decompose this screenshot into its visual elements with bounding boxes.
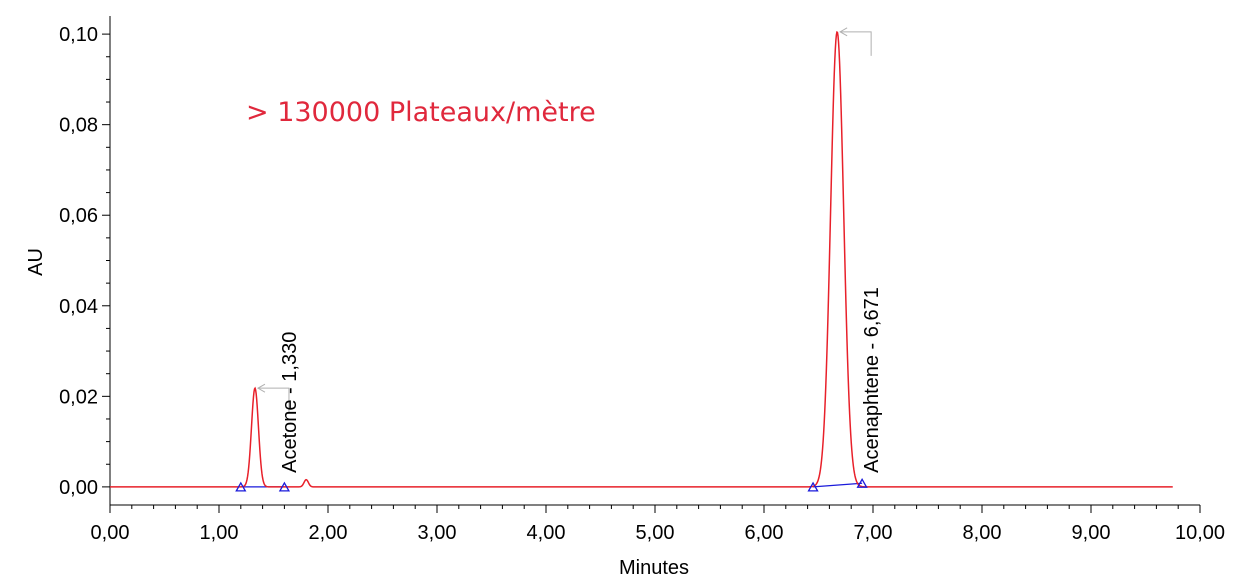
integration-baseline — [813, 482, 863, 488]
peak-leader-line — [840, 31, 872, 56]
x-tick-label: 1,00 — [200, 522, 239, 544]
x-tick-label: 6,00 — [745, 522, 784, 544]
integration-marker — [807, 481, 819, 492]
x-axis-title: Minutes — [619, 557, 689, 579]
plate-count-annotation: > 130000 Plateaux/mètre — [246, 97, 596, 128]
peak-leader-line — [257, 387, 290, 413]
x-tick-label: 9,00 — [1072, 522, 1111, 544]
peak-label: Acenaphtene - 6,671 — [861, 287, 883, 473]
y-tick-label: 0,00 — [59, 477, 98, 499]
y-tick-label: 0,02 — [59, 386, 98, 408]
y-axis-title: AU — [25, 248, 47, 276]
x-tick-label: 8,00 — [963, 522, 1002, 544]
y-tick-label: 0,10 — [59, 24, 98, 46]
integration-marker — [856, 477, 868, 488]
chart-axes — [109, 16, 1200, 506]
y-axis-ticks: 0,00 0,02 0,04 0,06 0,08 0,10 — [59, 24, 110, 499]
integration-marker — [278, 481, 291, 492]
x-tick-label: 5,00 — [636, 522, 675, 544]
x-tick-label: 10,00 — [1175, 522, 1225, 544]
y-tick-label: 0,06 — [59, 205, 98, 227]
x-tick-label: 0,00 — [91, 522, 130, 544]
integration-markers — [235, 477, 868, 492]
x-tick-label: 3,00 — [418, 522, 457, 544]
x-tick-label: 4,00 — [527, 522, 566, 544]
peak-labels: Acetone - 1,330 Acenaphtene - 6,671 — [256, 27, 883, 473]
y-tick-label: 0,04 — [59, 296, 98, 318]
x-axis-ticks: 0,00 1,00 2,00 3,00 4,00 5,00 6,00 7,00 8,00 9,00… — [91, 505, 1225, 544]
y-tick-label: 0,08 — [59, 115, 98, 137]
x-tick-label: 2,00 — [309, 522, 348, 544]
x-tick-label: 7,00 — [854, 522, 893, 544]
peak-leader-arrow — [839, 27, 848, 37]
integration-marker — [235, 481, 247, 492]
peak-label: Acetone - 1,330 — [279, 332, 301, 473]
peak-leader-arrow — [256, 383, 266, 393]
